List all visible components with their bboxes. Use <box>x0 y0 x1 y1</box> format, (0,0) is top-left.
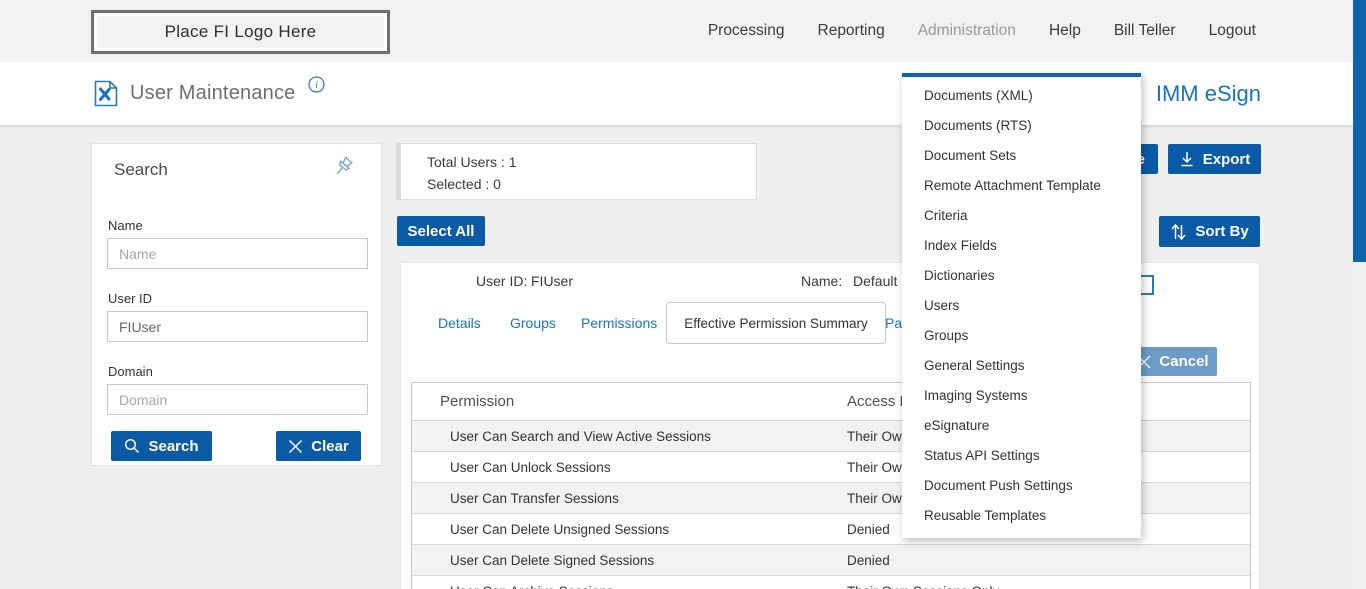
nav-user-bill-teller[interactable]: Bill Teller <box>1113 22 1176 39</box>
menu-item-dictionaries[interactable]: Dictionaries <box>924 268 995 283</box>
maintenance-document-icon <box>94 80 118 107</box>
column-permission: Permission <box>440 393 515 410</box>
clear-button[interactable]: Clear <box>276 431 361 461</box>
nav-reporting[interactable]: Reporting <box>817 22 885 39</box>
pin-icon[interactable] <box>329 153 357 181</box>
user-id-label: User ID <box>108 291 153 306</box>
top-bar: Place FI Logo Here Processing Reporting … <box>0 0 1366 62</box>
menu-item-groups[interactable]: Groups <box>924 328 969 343</box>
brand-logo-imm-esign: IMM eSign <box>1155 80 1261 106</box>
domain-label: Domain <box>108 364 153 379</box>
svg-text:i: i <box>315 80 318 91</box>
search-icon <box>125 438 140 454</box>
page-scrollbar[interactable] <box>1353 0 1366 589</box>
card-user-id-label: User ID: <box>476 273 528 289</box>
tab-permissions[interactable]: Permissions <box>581 315 658 331</box>
menu-item-document-sets[interactable]: Document Sets <box>924 148 1017 163</box>
clear-x-icon <box>289 439 303 453</box>
page-header-bar: User Maintenance i IMM eSign <box>0 62 1366 125</box>
tab-groups[interactable]: Groups <box>510 315 556 331</box>
scrollbar-thumb[interactable] <box>1353 0 1366 262</box>
table-row[interactable]: User Can Delete Signed Sessions Denied <box>412 545 1250 576</box>
menu-item-criteria[interactable]: Criteria <box>924 208 968 223</box>
nav-logout[interactable]: Logout <box>1208 22 1256 39</box>
tab-details[interactable]: Details <box>438 315 481 331</box>
card-user-id-value: FIUser <box>531 273 573 289</box>
menu-item-status-api-settings[interactable]: Status API Settings <box>924 448 1040 463</box>
sort-by-button[interactable]: Sort By <box>1159 216 1260 247</box>
sort-arrows-icon <box>1171 223 1186 240</box>
fi-logo-text: Place FI Logo Here <box>164 22 317 41</box>
menu-item-remote-attachment-template[interactable]: Remote Attachment Template <box>924 178 1101 193</box>
menu-item-imaging-systems[interactable]: Imaging Systems <box>924 388 1028 403</box>
domain-input[interactable] <box>107 384 368 415</box>
menu-item-documents-rts[interactable]: Documents (RTS) <box>924 118 1032 133</box>
menu-item-esignature[interactable]: eSignature <box>924 418 990 433</box>
nav-help[interactable]: Help <box>1048 22 1081 39</box>
user-card: User ID: FIUser Name: Default FI Details… <box>400 262 1260 589</box>
administration-dropdown-menu: Documents (XML) Documents (RTS) Document… <box>902 73 1141 538</box>
page-title: User Maintenance <box>130 82 296 104</box>
export-button[interactable]: Export <box>1168 144 1261 174</box>
main-nav: Processing Reporting Administration Help… <box>708 0 1256 62</box>
name-label: Name <box>108 218 143 233</box>
info-icon[interactable]: i <box>307 76 325 93</box>
search-panel: Search Name User ID Domain Search <box>91 143 382 466</box>
fi-logo-placeholder: Place FI Logo Here <box>91 10 390 54</box>
card-name-value: Default FI <box>853 273 914 289</box>
download-icon <box>1181 151 1193 166</box>
menu-item-general-settings[interactable]: General Settings <box>924 358 1025 373</box>
name-input[interactable] <box>107 238 368 269</box>
menu-item-reusable-templates[interactable]: Reusable Templates <box>924 508 1047 523</box>
cancel-button[interactable]: Cancel <box>1129 347 1217 376</box>
nav-administration[interactable]: Administration <box>917 22 1016 39</box>
menu-item-documents-xml[interactable]: Documents (XML) <box>924 88 1033 103</box>
selected-count: Selected : 0 <box>427 176 501 192</box>
menu-item-document-push-settings[interactable]: Document Push Settings <box>924 478 1073 493</box>
user-id-input[interactable] <box>107 311 368 342</box>
card-name-label: Name: <box>801 273 843 289</box>
search-button[interactable]: Search <box>111 431 212 461</box>
total-users-count: Total Users : 1 <box>427 154 517 170</box>
search-panel-title: Search <box>114 160 168 179</box>
tab-effective-permission-summary[interactable]: Effective Permission Summary <box>666 302 886 344</box>
nav-processing[interactable]: Processing <box>707 22 785 39</box>
users-summary-box: Total Users : 1 Selected : 0 <box>396 143 757 200</box>
menu-item-users[interactable]: Users <box>924 298 960 313</box>
select-all-button[interactable]: Select All <box>397 216 485 246</box>
table-row[interactable]: User Can Archive Sessions Their Own Sess… <box>412 576 1250 589</box>
menu-item-index-fields[interactable]: Index Fields <box>924 238 997 253</box>
